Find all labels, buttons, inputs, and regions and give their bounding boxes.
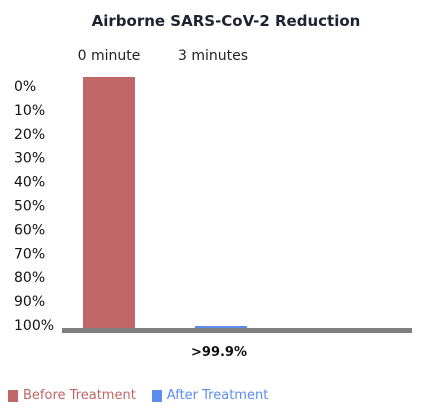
y-tick-label: 70%	[14, 246, 45, 262]
legend: Before Treatment After Treatment	[8, 388, 268, 403]
chart-title: Airborne SARS-CoV-2 Reduction	[92, 12, 361, 30]
y-tick-label: 80%	[14, 270, 45, 286]
category-label: 0 minute	[78, 48, 141, 64]
legend-item-before[interactable]: Before Treatment	[8, 388, 136, 403]
y-tick-label: 100%	[14, 318, 54, 334]
y-tick-label: 60%	[14, 222, 45, 238]
legend-label-after: After Treatment	[166, 388, 269, 403]
legend-label-before: Before Treatment	[23, 388, 136, 403]
y-tick-label: 20%	[14, 127, 45, 143]
bar-after-treatment[interactable]	[195, 326, 247, 328]
legend-item-after[interactable]: After Treatment	[151, 388, 269, 403]
legend-swatch-after	[151, 389, 162, 402]
y-tick-label: 50%	[14, 199, 45, 215]
y-tick-label: 40%	[14, 175, 45, 191]
category-label: 3 minutes	[178, 48, 248, 64]
y-tick-label: 30%	[14, 151, 45, 167]
x-axis-baseline	[62, 328, 412, 333]
legend-swatch-before	[8, 389, 18, 402]
y-tick-label: 0%	[14, 79, 36, 95]
y-tick-label: 10%	[14, 103, 45, 119]
bar-before-treatment[interactable]	[83, 77, 135, 328]
y-tick-label: 90%	[14, 294, 45, 310]
reduction-annotation: >99.9%	[191, 345, 247, 360]
